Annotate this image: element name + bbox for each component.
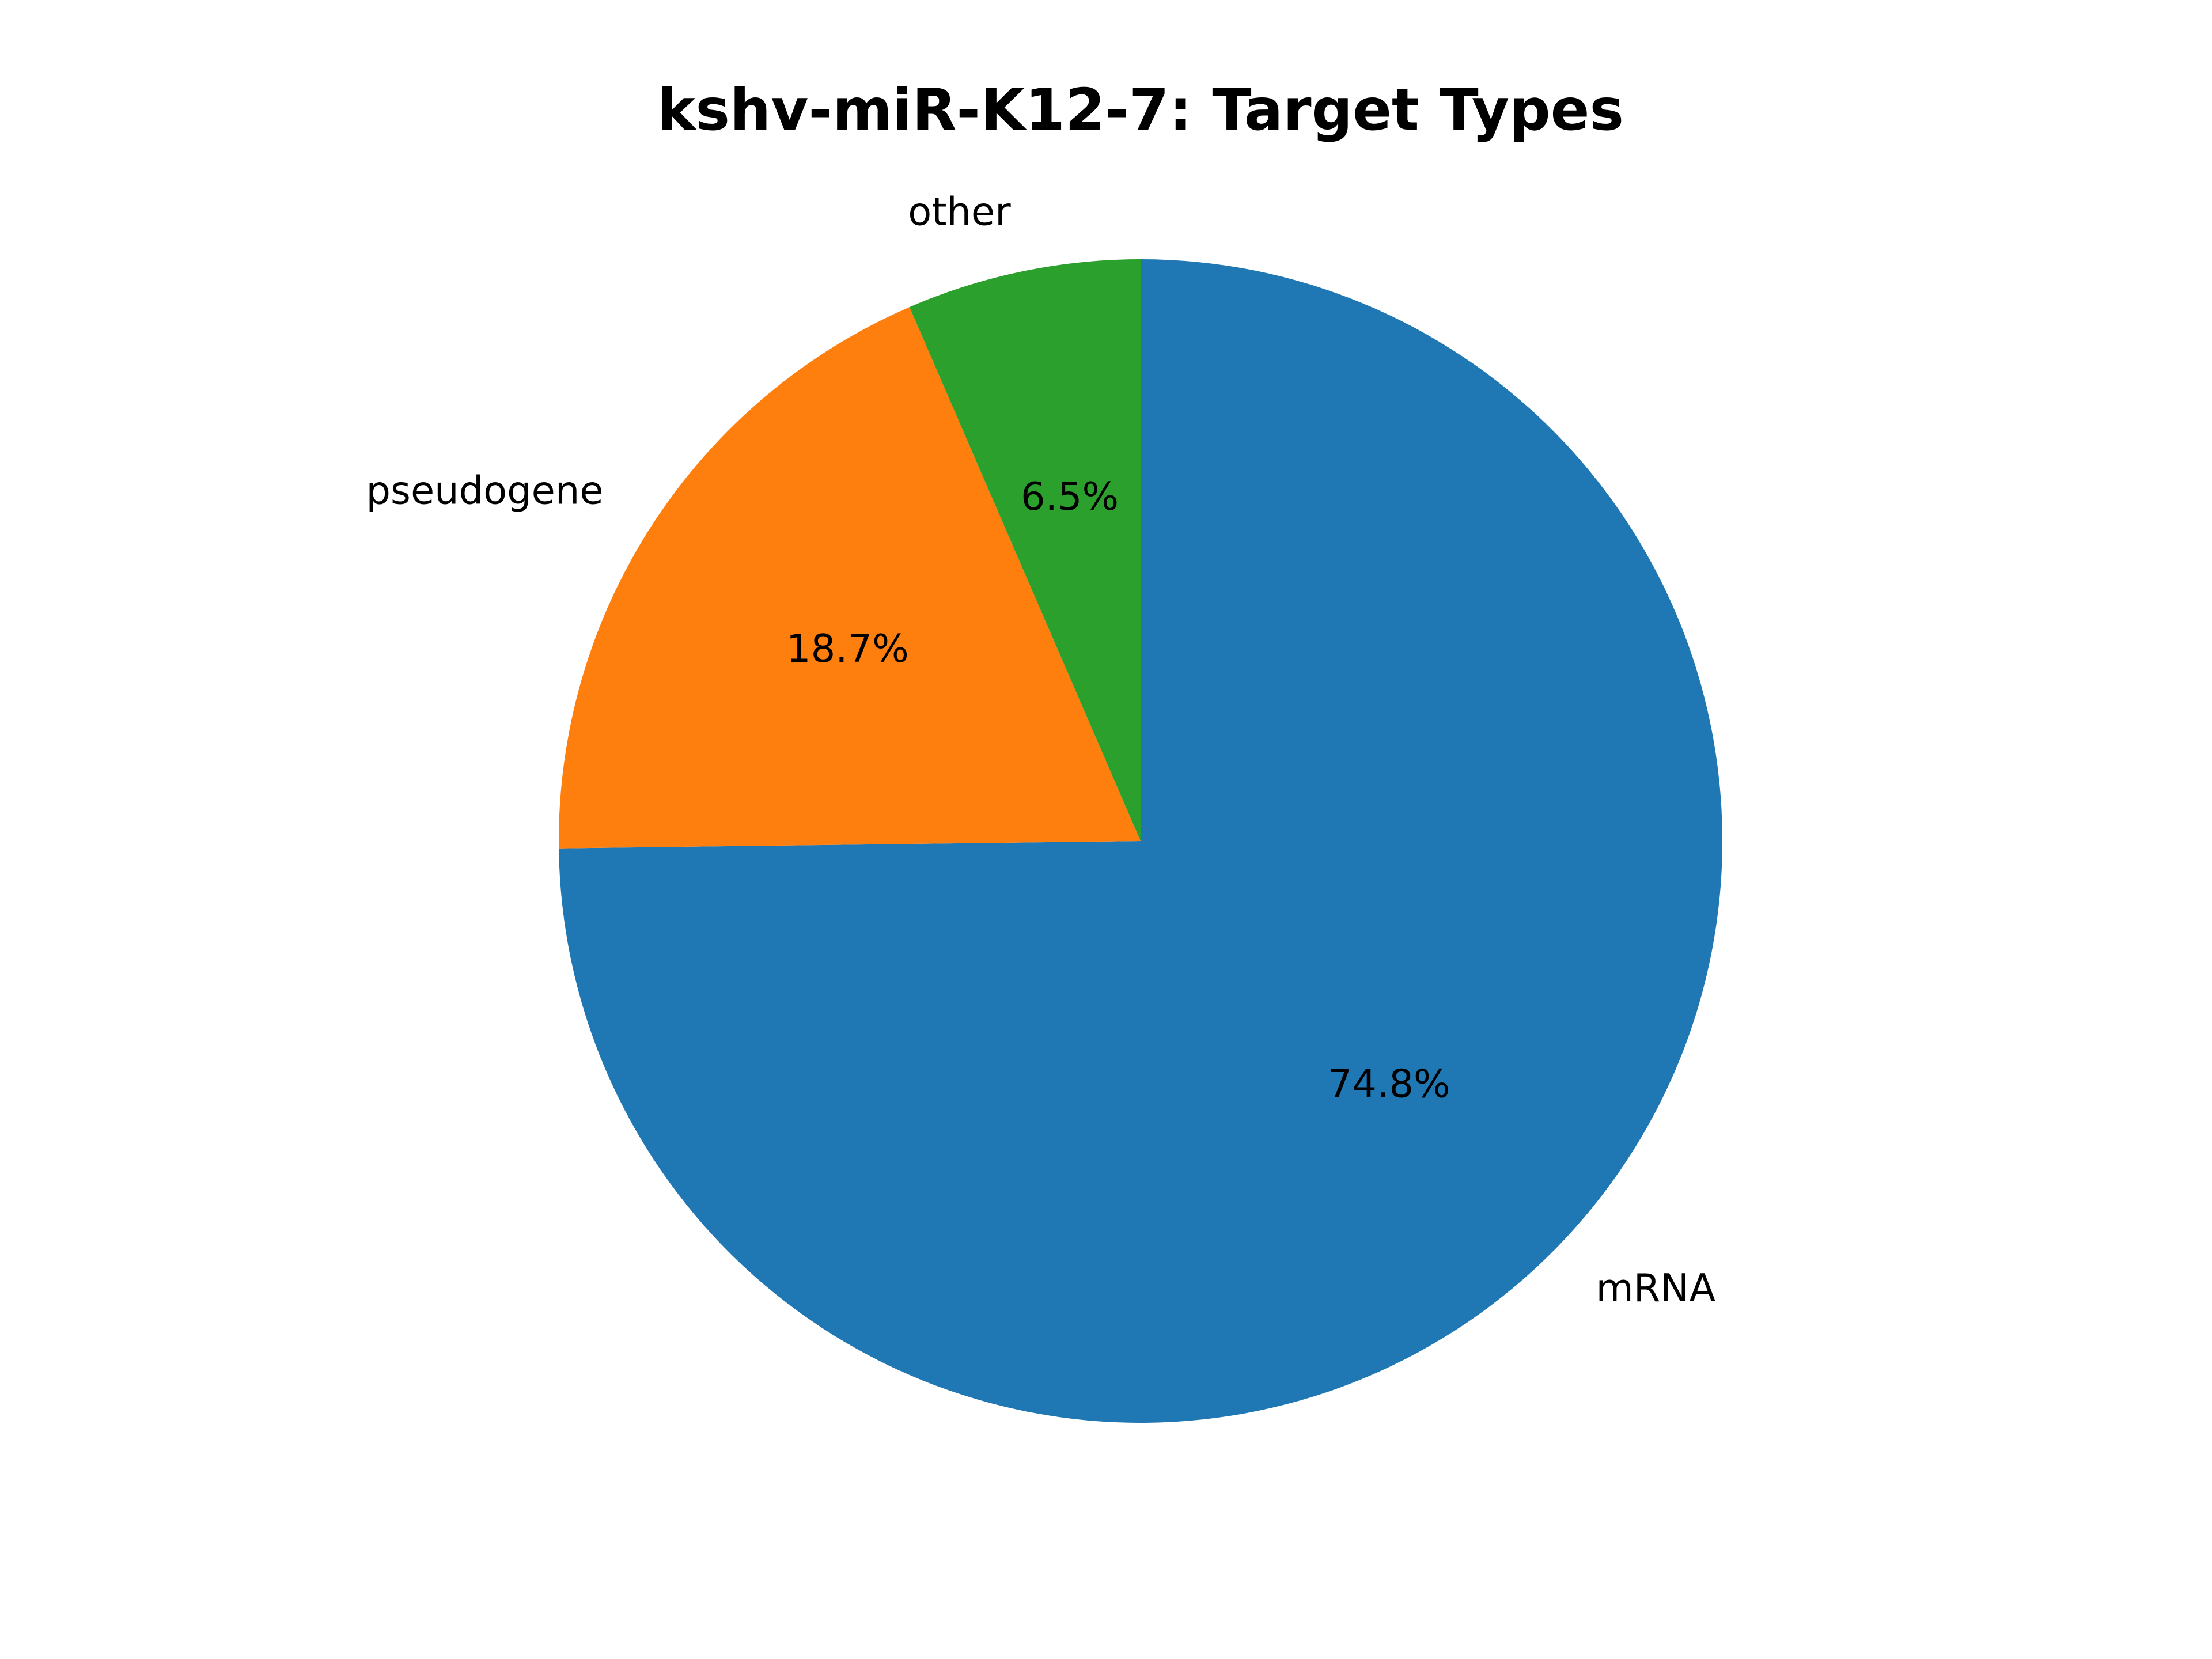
chart-title: kshv-miR-K12-7: Target Types xyxy=(657,76,1624,143)
slice-label-pseudogene: pseudogene xyxy=(366,468,604,513)
slice-label-mRNA: mRNA xyxy=(1596,1266,1716,1310)
slice-pct-other: 6.5% xyxy=(1021,474,1119,519)
slice-pct-pseudogene: 18.7% xyxy=(786,626,909,671)
slice-label-other: other xyxy=(908,190,1011,234)
slice-pct-mRNA: 74.8% xyxy=(1328,1061,1450,1106)
pie-slices xyxy=(559,259,1722,1423)
